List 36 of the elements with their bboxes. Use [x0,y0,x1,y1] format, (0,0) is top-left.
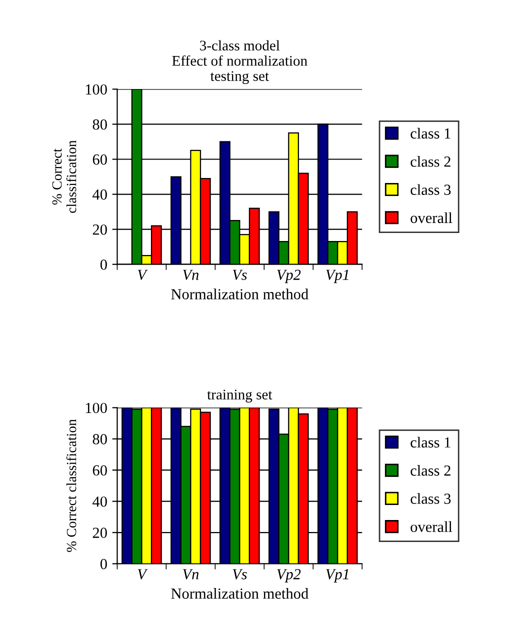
y-tick-label: 80 [92,434,107,444]
y-tick-label: 100 [86,402,107,414]
y-axis-title: % Correct classification [52,140,76,213]
x-tick-label: Vn [183,270,199,280]
y-tick-label: 40 [92,496,107,507]
y-tick-label: 20 [92,224,107,235]
x-tick-label: Vs [232,569,247,580]
x-tick-label: Vs [232,270,247,280]
y-axis-title: % Correct classification [66,419,76,552]
chart-title: 3-class model Effect of normalization testing set [172,40,308,84]
y-tick-label: 60 [92,465,107,476]
x-tick-label: Vp2 [277,270,301,284]
x-axis-title: Normalization method [171,288,308,300]
legend-label: overall [410,521,452,532]
legend-label: class 3 [410,493,451,504]
x-tick-label: Vp1 [326,569,348,582]
y-tick-label: 0 [100,259,107,270]
y-tick-label: 0 [100,558,107,570]
y-tick-label: 60 [92,154,107,165]
legend-label: class 1 [410,128,450,139]
legend-label: class 2 [410,156,450,167]
x-axis-title: Normalization method [171,588,308,599]
x-tick-label: Vp1 [326,270,348,284]
x-tick-label: V [138,569,148,580]
y-tick-label: 20 [92,528,107,538]
legend-label: class 2 [410,464,450,476]
y-tick-label: 40 [92,189,107,200]
legend-label: class 3 [410,184,451,195]
x-tick-label: Vn [183,569,199,580]
x-tick-label: Vp2 [277,569,301,582]
legend-label: overall [410,212,452,224]
chart-title: training set [207,390,272,402]
y-tick-label: 80 [92,119,107,130]
x-tick-label: V [138,270,148,280]
legend-label: class 1 [410,436,450,448]
y-tick-label: 100 [86,84,107,95]
